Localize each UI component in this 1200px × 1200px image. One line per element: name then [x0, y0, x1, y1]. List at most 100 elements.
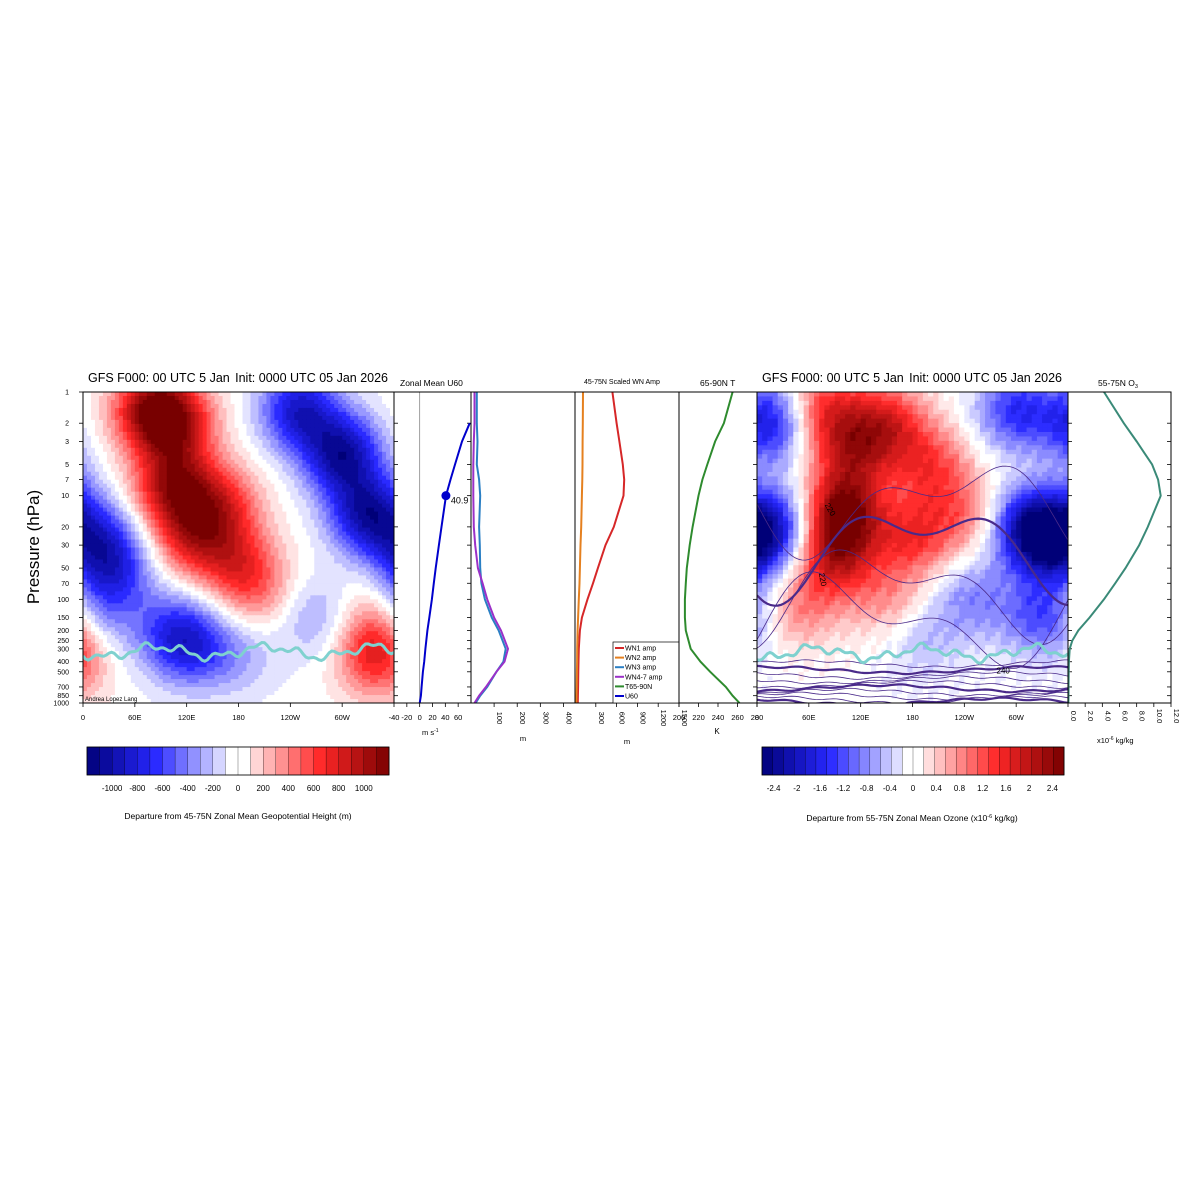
heat-cell [334, 427, 339, 433]
heat-cell [350, 587, 355, 592]
heat-cell [150, 487, 156, 493]
heat-cell [162, 635, 168, 640]
heat-cell [150, 587, 156, 592]
heat-cell [178, 431, 184, 437]
heat-cell [90, 547, 96, 553]
heat-cell [190, 587, 196, 592]
heat-cell [382, 479, 387, 485]
heat-cell [386, 575, 391, 580]
heat-cell [342, 392, 347, 397]
heat-cell [274, 539, 279, 545]
heat-cell [314, 547, 319, 553]
heat-cell [154, 511, 160, 517]
heat-cell [374, 611, 379, 616]
heat-cell [390, 575, 394, 580]
heat-cell [114, 531, 120, 537]
heat-cell [278, 627, 283, 632]
heat-cell [94, 571, 100, 577]
heat-cell [258, 395, 264, 401]
heat-cell [130, 623, 136, 628]
heat-cell [186, 479, 192, 485]
heat-cell [94, 543, 100, 549]
heat-cell [294, 507, 299, 513]
heat-cell [378, 392, 383, 397]
heat-cell [258, 499, 264, 505]
heat-cell [274, 611, 279, 616]
heat-cell [378, 407, 383, 413]
heat-cell [174, 407, 180, 413]
heat-cell [102, 531, 108, 537]
heat-cell [334, 451, 339, 457]
heat-cell [194, 531, 200, 537]
heat-cell [126, 467, 132, 473]
heat-cell [326, 479, 331, 485]
heat-cell [306, 627, 311, 632]
heat-cell [306, 619, 311, 624]
heat-cell [182, 547, 188, 553]
heat-cell [318, 563, 323, 569]
heat-cell [290, 643, 295, 648]
heat-cell [238, 471, 244, 477]
heat-cell [138, 451, 144, 457]
heat-cell [170, 463, 176, 469]
heat-cell [158, 599, 164, 604]
heat-cell [178, 443, 184, 449]
heat-cell [314, 611, 319, 616]
heat-cell [158, 507, 164, 513]
heat-cell [306, 483, 311, 489]
heat-cell [194, 611, 200, 616]
heat-cell [278, 459, 283, 465]
heat-cell [206, 523, 212, 529]
heat-cell [146, 443, 152, 449]
heat-cell [83, 487, 88, 493]
heat-cell [310, 491, 315, 497]
heat-cell [338, 435, 343, 441]
heat-cell [282, 635, 287, 640]
heat-cell [282, 563, 287, 569]
heat-cell [326, 535, 331, 541]
heat-cell [378, 563, 383, 569]
heat-cell [294, 607, 299, 612]
heat-cell [142, 419, 148, 425]
heat-cell [270, 515, 275, 521]
heat-cell [366, 435, 371, 441]
heat-cell [346, 539, 351, 545]
heat-cell [290, 595, 295, 600]
heat-cell [146, 435, 152, 441]
heat-cell [342, 547, 347, 553]
heat-cell [142, 603, 148, 608]
heat-cell [90, 495, 96, 501]
heat-cell [154, 503, 160, 509]
heat-cell [162, 515, 168, 521]
heat-cell [190, 411, 196, 417]
heat-cell [298, 551, 303, 557]
heat-cell [206, 392, 212, 397]
heat-cell [298, 571, 303, 577]
heat-cell [210, 611, 216, 616]
heat-cell [346, 495, 351, 501]
heat-cell [346, 447, 351, 453]
heat-cell [194, 527, 200, 533]
heat-cell [294, 623, 299, 628]
heat-cell [126, 515, 132, 521]
heat-cell [102, 567, 108, 573]
heat-cell [162, 427, 168, 433]
heat-cell [194, 559, 200, 565]
heat-cell [318, 511, 323, 517]
heat-cell [366, 427, 371, 433]
heat-cell [270, 603, 275, 608]
heat-cell [222, 643, 228, 648]
heat-cell [242, 463, 248, 469]
heat-cell [126, 431, 132, 437]
heat-cell [262, 467, 268, 473]
heat-cell [258, 435, 264, 441]
heat-cell [170, 495, 176, 501]
heat-cell [202, 539, 208, 545]
heat-cell [358, 571, 363, 577]
heat-cell [370, 455, 375, 461]
heat-cell [302, 591, 307, 596]
heat-cell [186, 439, 192, 445]
heat-cell [350, 511, 355, 517]
heat-cell [130, 403, 136, 409]
heat-cell [170, 551, 176, 557]
